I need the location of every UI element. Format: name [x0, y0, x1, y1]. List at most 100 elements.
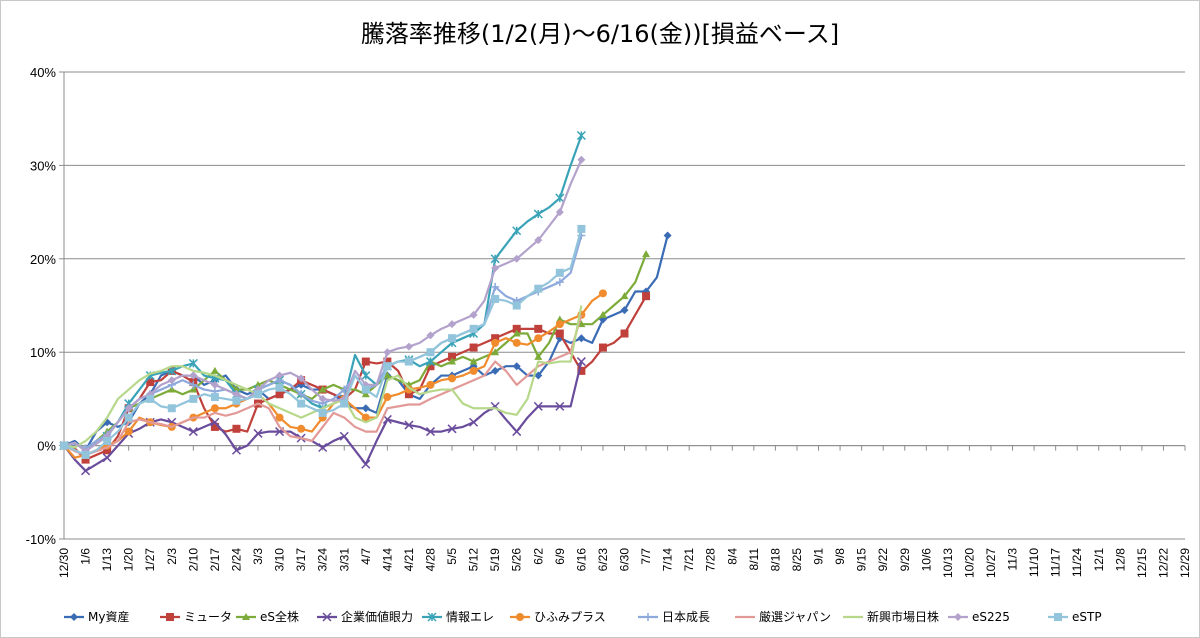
data-point	[534, 352, 543, 360]
x-tick-label: 12/1	[1092, 548, 1106, 572]
data-point	[1054, 613, 1062, 621]
x-tick-label: 8/25	[790, 548, 804, 572]
data-point	[490, 254, 500, 264]
data-point	[448, 357, 457, 365]
data-point	[339, 431, 349, 441]
x-tick-label: 7/7	[639, 548, 653, 565]
data-point	[210, 422, 219, 431]
data-point	[297, 374, 306, 383]
data-point	[189, 394, 198, 403]
x-tick-label: 6/23	[596, 548, 610, 572]
series	[63, 305, 583, 449]
data-point	[534, 371, 543, 380]
data-point	[512, 324, 521, 333]
data-point	[512, 226, 522, 236]
data-point	[491, 348, 500, 356]
data-point	[189, 380, 198, 389]
legend-label: eS225	[972, 610, 1010, 624]
x-tick-label: 4/7	[359, 548, 373, 565]
y-tick-label: 30%	[30, 158, 56, 173]
legend-label: 情報エレ	[446, 610, 494, 624]
data-point	[318, 385, 327, 393]
data-point	[124, 404, 133, 413]
data-point	[448, 352, 457, 361]
x-tick-label: 3/3	[251, 548, 265, 565]
x-axis-ticks: 12/30 1/6 1/13 1/20 1/27 2/3 2/10 2/17 2/24 3/3 3/…	[57, 548, 1192, 578]
data-point	[81, 466, 91, 476]
x-tick-label: 4/14	[380, 548, 394, 572]
data-point	[534, 284, 543, 293]
data-point	[426, 331, 435, 340]
data-point	[242, 613, 250, 620]
legend-label: My資産	[88, 609, 129, 624]
data-point	[318, 394, 327, 403]
data-point	[166, 613, 174, 621]
data-point	[275, 413, 284, 422]
data-point	[297, 399, 306, 408]
legend-item: eSTP	[1048, 610, 1102, 624]
data-point	[448, 334, 457, 343]
data-point	[426, 348, 435, 357]
series	[60, 155, 586, 456]
series-line	[63, 253, 648, 452]
y-tick-label: 10%	[30, 345, 56, 360]
data-point	[426, 380, 435, 389]
data-point	[555, 401, 565, 411]
x-tick-label: 11/17	[1049, 548, 1063, 577]
data-point	[954, 613, 962, 621]
x-tick-label: 3/10	[273, 548, 287, 572]
data-point	[491, 334, 500, 343]
y-tick-label: -10%	[26, 532, 57, 547]
x-tick-label: 6/30	[618, 548, 632, 572]
data-point	[318, 408, 327, 417]
x-tick-label: 5/5	[445, 548, 459, 565]
data-point	[383, 362, 392, 371]
data-point	[361, 413, 370, 422]
x-tick-label: 7/21	[682, 548, 696, 572]
x-tick-label: 2/3	[165, 548, 179, 565]
data-point	[210, 404, 219, 413]
data-point	[491, 282, 500, 291]
data-point	[322, 612, 332, 622]
x-tick-label: 5/19	[488, 548, 502, 572]
legend-label: 厳選ジャパン	[759, 610, 831, 624]
data-point	[620, 292, 629, 300]
data-point	[512, 338, 521, 347]
data-point	[361, 459, 371, 469]
data-point	[533, 401, 543, 411]
x-tick-label: 10/20	[962, 548, 976, 578]
x-tick-label: 1/6	[79, 548, 93, 565]
legend-label: 企業価値眼力	[341, 609, 413, 624]
axes	[59, 71, 1186, 540]
data-point	[297, 390, 306, 399]
y-tick-label: 0%	[37, 439, 56, 454]
gridlines	[64, 71, 1185, 540]
data-point	[598, 343, 607, 352]
data-point	[81, 455, 90, 464]
data-point	[555, 193, 565, 203]
x-tick-label: 1/27	[143, 548, 157, 572]
data-point	[491, 366, 500, 375]
data-point	[426, 362, 435, 371]
legend-item: eS全株	[236, 609, 299, 624]
x-tick-label: 12/30	[57, 548, 71, 578]
data-point	[577, 366, 586, 375]
data-point	[254, 390, 263, 399]
data-point	[534, 334, 543, 343]
x-tick-label: 7/14	[661, 548, 675, 572]
x-tick-label: 5/12	[467, 548, 481, 572]
data-point	[361, 385, 370, 394]
legend-label: ひふみプラス	[534, 610, 606, 624]
x-tick-label: 3/24	[316, 548, 330, 572]
legend-item: 企業価値眼力	[317, 609, 413, 624]
data-point	[210, 393, 219, 402]
data-point	[146, 378, 155, 387]
x-tick-label: 8/4	[725, 548, 739, 565]
data-point	[425, 357, 436, 367]
x-tick-label: 11/10	[1027, 548, 1041, 577]
data-point	[404, 420, 414, 430]
data-point	[469, 366, 478, 375]
x-tick-label: 2/10	[186, 548, 200, 572]
data-point	[555, 278, 564, 287]
